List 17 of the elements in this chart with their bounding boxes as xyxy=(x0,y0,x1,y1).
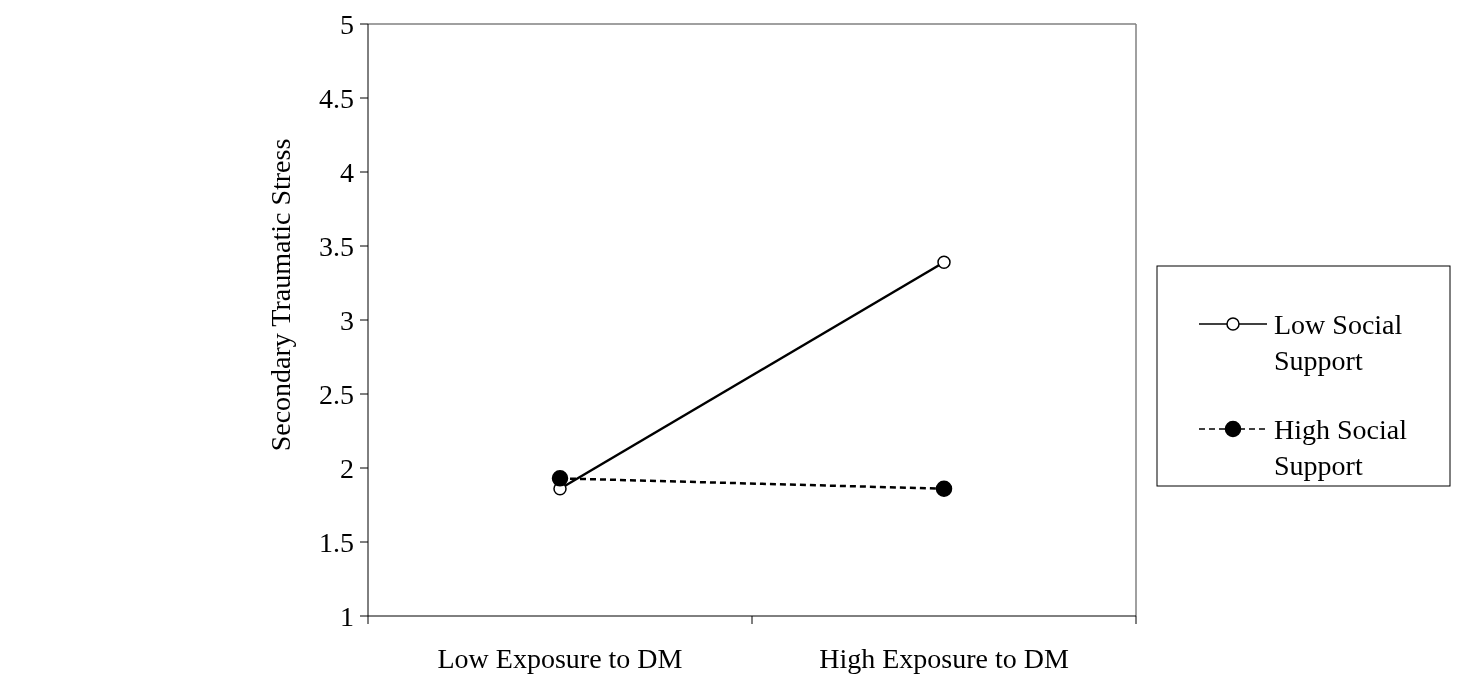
y-axis-title: Secondary Traumatic Stress xyxy=(265,138,296,452)
y-tick-label: 3.5 xyxy=(319,230,354,262)
y-tick-label: 2 xyxy=(340,452,354,484)
y-tick-label: 4 xyxy=(340,156,354,188)
x-tick-label: Low Exposure to DM xyxy=(437,643,683,674)
point xyxy=(551,470,569,487)
legend-label: High Social Support xyxy=(1274,413,1408,482)
x-tick-label: High Exposure to DM xyxy=(819,643,1069,674)
y-tick-label: 4.5 xyxy=(319,82,354,114)
point xyxy=(937,255,951,270)
legend-label: Low Social Support xyxy=(1274,308,1403,377)
y-tick-label: 3 xyxy=(340,304,354,336)
y-tick-label: 2.5 xyxy=(319,378,354,410)
y-tick-label: 1 xyxy=(340,600,354,632)
point xyxy=(935,480,953,497)
y-tick-label: 5 xyxy=(340,8,354,40)
y-tick-label: 1.5 xyxy=(319,526,354,558)
